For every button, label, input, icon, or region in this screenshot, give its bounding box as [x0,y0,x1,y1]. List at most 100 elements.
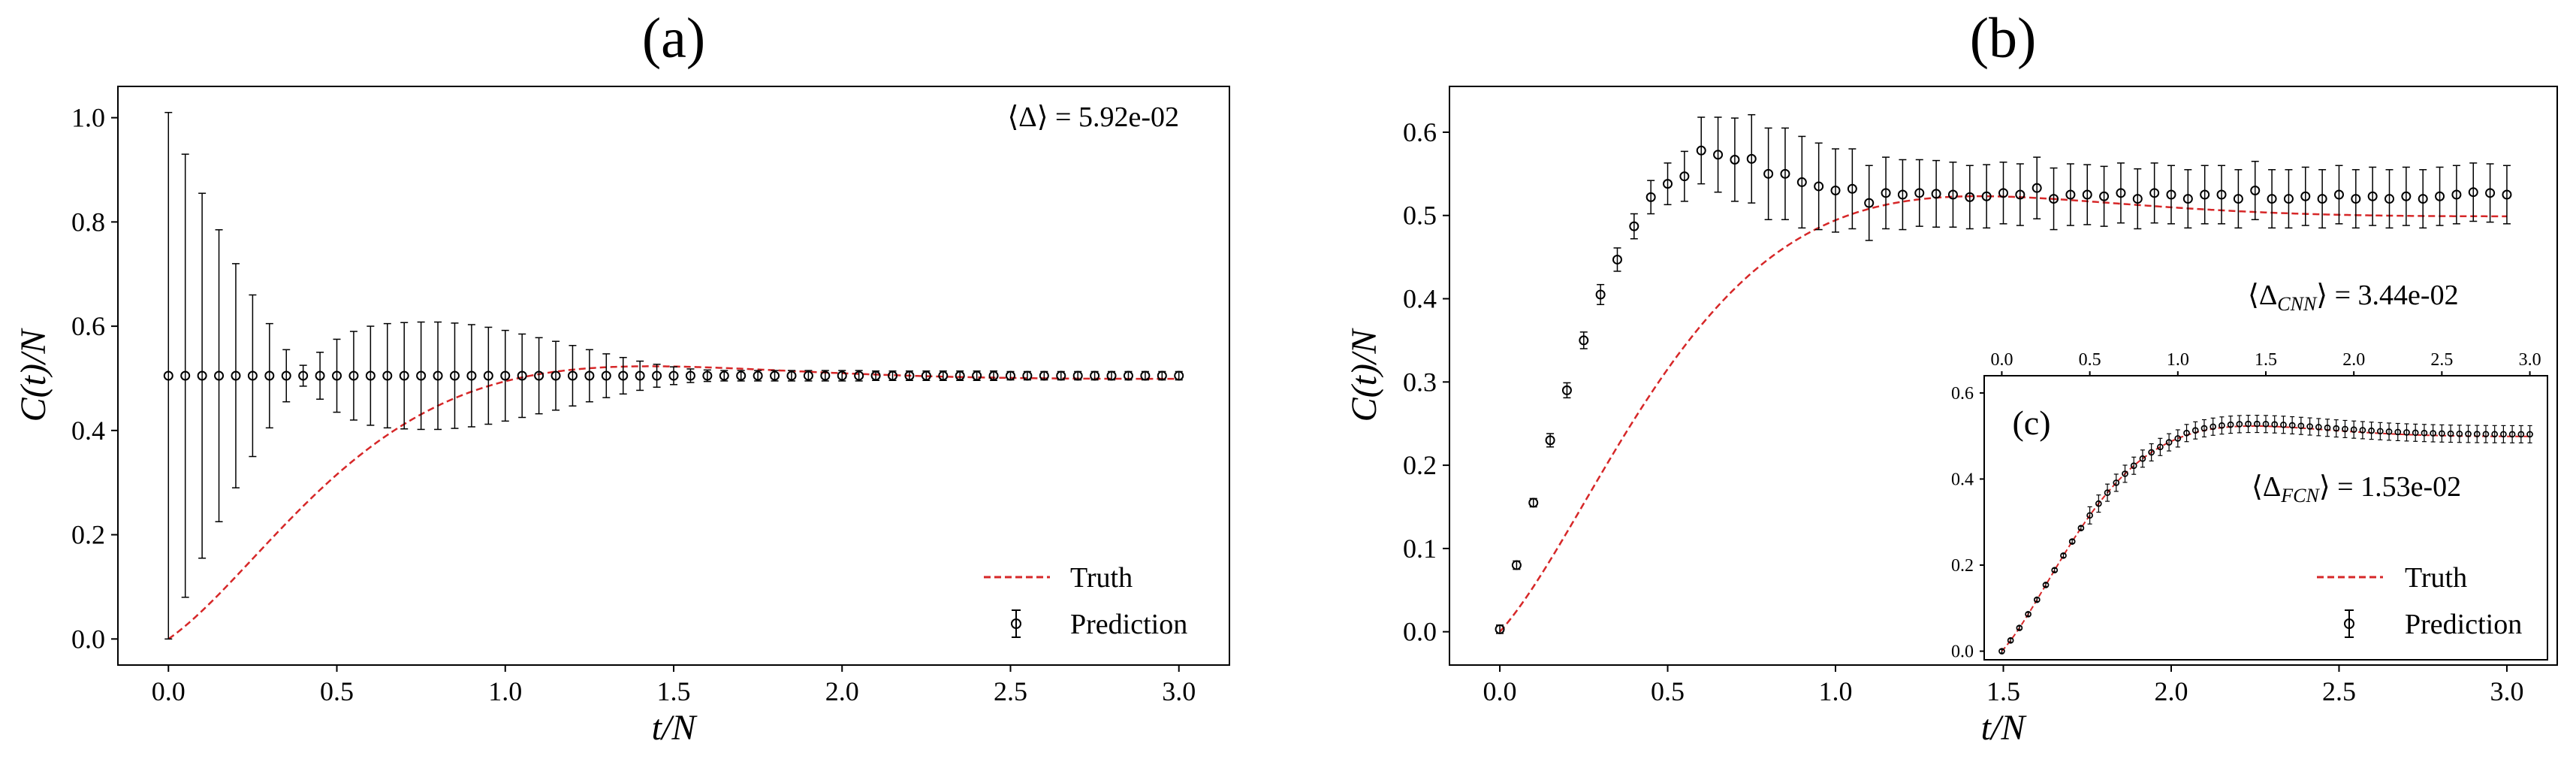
panel-a-x-axis-label: t/N [652,708,698,748]
panel-a-prediction-point [1090,370,1100,381]
panel-c-prediction-point [2200,425,2208,432]
panel-c-prediction-point [2148,449,2155,456]
panel-b-prediction-point [2250,185,2261,195]
panel-a-y-tick-label: 0.0 [71,624,105,654]
panel-c-prediction-point [2210,423,2217,431]
panel-c-prediction-point [2245,420,2252,428]
panel-a-prediction-point [870,370,881,381]
panel-b-plot-area [1495,113,2512,634]
panel-a-x-tick-label: 0.5 [320,676,354,706]
panel-b-prediction-point [1897,189,1908,200]
panel-a-prediction-point [163,370,173,381]
panel-b-prediction-point [2166,189,2176,200]
panel-b-prediction-point [1679,171,1690,182]
panel-c-prediction-point [2227,421,2234,428]
panel-c-prediction-point [2333,425,2340,432]
panel-c-y-tick-label: 0.6 [1951,384,1974,404]
panel-a-prediction-point [736,370,747,381]
panel-b-prediction-point [2182,194,2193,204]
panel-b-prediction-point [1864,198,1875,208]
panel-a-prediction-point [264,370,275,381]
panel-b-prediction-point [2216,189,2227,200]
panel-a-prediction-point [955,370,965,381]
panel-a-prediction-point [348,370,359,381]
panel-c-prediction-point [2086,512,2093,519]
panel-b-prediction-point [2233,194,2243,204]
panel-b-prediction-point [2049,194,2059,204]
panel-a-prediction-point [803,370,813,381]
panel-c-prediction-point [2165,439,2173,446]
panel-a-prediction-point [972,370,982,381]
panel-a-legend-truth-label: Truth [1070,562,1133,594]
panel-c-prediction-point [2157,443,2164,451]
panel-a-prediction-point [1039,370,1049,381]
panel-a-prediction-point [820,370,831,381]
panel-c-mean-error-annotation: ⟨ΔFCN⟩ = 1.53e-02 [2252,471,2461,506]
panel-c-prediction-point [2439,430,2445,437]
panel-b-prediction-point [1847,183,1857,194]
panel-c-prediction-point [2394,428,2402,436]
panel-b-y-tick-label: 0.6 [1403,117,1437,147]
panel-b-prediction-point [2418,194,2428,204]
panel-a-prediction-point [315,370,325,381]
panel-a-prediction-point [416,370,427,381]
panel-c-prediction-point [2113,479,2120,486]
panel-a-prediction-point [500,370,511,381]
panel-a-y-axis-label: C(t)/N [14,328,53,422]
panel-c-prediction-point [2042,582,2050,588]
panel-b-legend-prediction-marker [2344,618,2354,629]
panel-c-x-ticks: 0.0 0.5 1.0 1.5 2.0 2.5 3.0 [1990,350,2541,376]
panel-b-y-tick-label: 0.4 [1403,284,1437,314]
panel-a-prediction-point [921,370,931,381]
panel-b-prediction-point [1612,254,1622,265]
panel-c-prediction-point [2482,431,2490,438]
panel-a-y-ticks: 0.0 0.2 0.4 0.6 0.8 1.0 [71,103,118,654]
panel-c-prediction-point [2095,500,2102,507]
panel-b-x-tick-label: 0.5 [1651,676,1685,706]
panel-a-prediction-point [1005,370,1015,381]
panel-b-y-axis-label: C(t)/N [1344,328,1384,422]
panel-b-legend-prediction-label: Prediction [2405,609,2522,640]
panel-a-prediction-point [298,370,309,381]
panel-b-x-axis-label: t/N [1981,708,2028,748]
panel-a-prediction-point [1123,370,1133,381]
panel-b-prediction-point [2065,189,2076,200]
panel-c-x-tick-label: 1.0 [2167,350,2189,370]
panel-c-prediction-point [2456,430,2463,437]
panel-b: (b) 0.0 0.5 1.0 1.5 2.0 2.5 3.0 0.00.10.20.30.… [1344,7,2558,748]
panel-b-prediction-point [2116,188,2126,198]
panel-c-prediction-point [2007,636,2014,644]
panel-a-plot-area [163,111,1184,640]
panel-a-legend-prediction-label: Prediction [1070,609,1187,640]
panel-b-y-tick-label: 0.5 [1403,201,1437,231]
panel-c-x-tick-label: 3.0 [2519,350,2541,370]
panel-b-prediction-point [1663,179,1673,189]
panel-b-y-tick-label: 0.1 [1403,534,1437,564]
panel-c-prediction-point [2412,429,2419,437]
panel-b-x-tick-label: 2.5 [2322,676,2356,706]
panel-c-y-tick-label: 0.0 [1951,642,1974,662]
panel-a-x-tick-label: 3.0 [1162,676,1196,706]
panel-b-prediction-point [2485,188,2496,198]
panel-b-prediction-point [2283,194,2294,204]
panel-b-prediction-point [2099,191,2110,201]
panel-c-prediction-point [2077,525,2085,532]
panel-b-prediction-point [1947,189,1958,200]
panel-a-prediction-point [618,370,629,381]
panel-b-x-ticks: 0.0 0.5 1.0 1.5 2.0 2.5 3.0 [1483,665,2523,706]
panel-c-prediction-point [2104,489,2111,496]
panel-c-prediction-point [2491,431,2499,438]
panel-c-label: (c) [2012,404,2050,442]
panel-a-prediction-point [1140,370,1151,381]
panel-c-prediction-point [2139,455,2146,462]
panel-c-x-tick-label: 1.5 [2255,350,2277,370]
panel-b-legend-truth-label: Truth [2405,562,2467,594]
panel-c-plot-area [1998,415,2533,655]
panel-c-inset: 0.0 0.5 1.0 1.5 2.0 2.5 3.0 0.0 0.2 0.4 0.6 (c) ⟨… [1951,350,2548,662]
panel-a-prediction-point [433,370,443,381]
panel-a-prediction-point [719,370,729,381]
panel-c-prediction-point [2253,420,2261,428]
panel-a-prediction-point [652,370,662,381]
panel-a-prediction-point [988,370,999,381]
panel-b-prediction-point [1629,221,1639,231]
